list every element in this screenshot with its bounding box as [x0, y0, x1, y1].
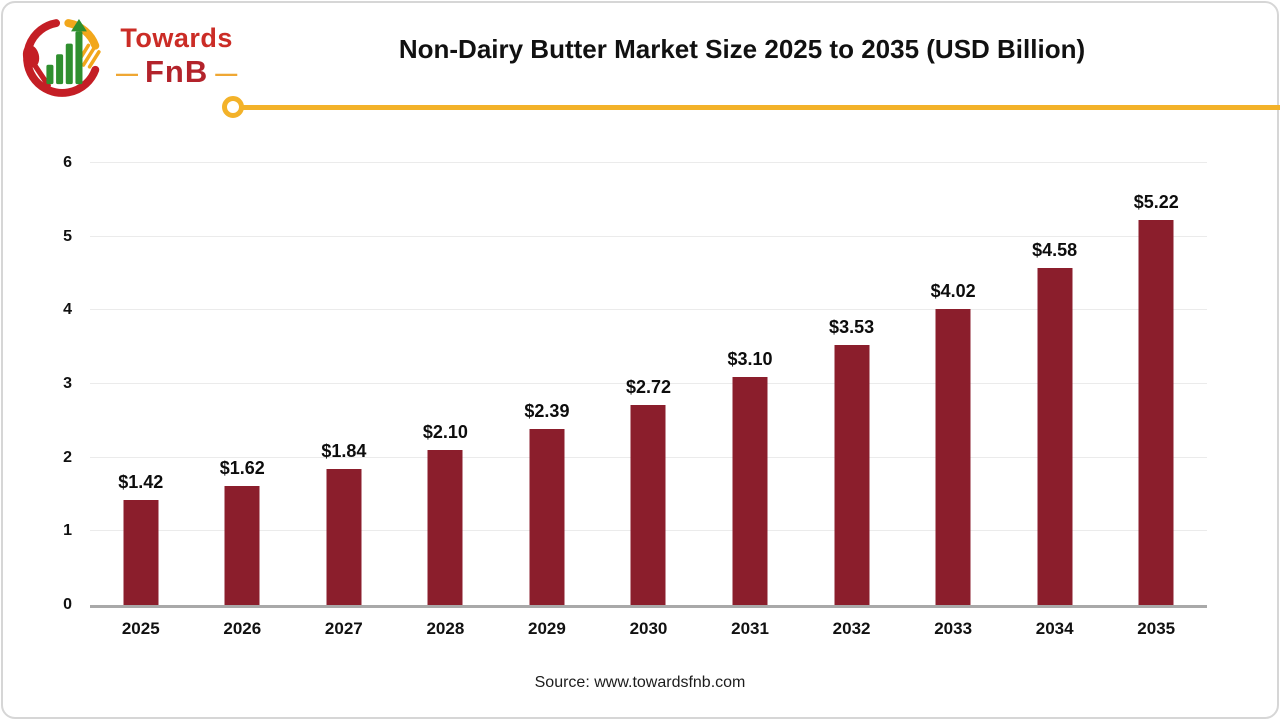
brand-dash-left: — — [116, 60, 138, 86]
bar-column: $3.53 2032 — [801, 163, 903, 638]
x-tick-label: 2026 — [223, 619, 262, 638]
y-axis: 0 1 2 3 4 5 6 — [40, 154, 78, 613]
towards-fnb-logo-icon — [22, 19, 101, 97]
bar-value-label: $2.39 — [524, 400, 570, 421]
bar-value-label: $2.72 — [625, 376, 672, 397]
accent-divider-line — [243, 105, 1280, 110]
y-tick-label: 4 — [63, 301, 72, 319]
bar-column: $2.72 2030 — [598, 163, 700, 638]
bar-value-label: $3.53 — [829, 316, 875, 337]
x-tick-label: 2025 — [121, 619, 160, 638]
bar-value-label: $3.10 — [727, 348, 773, 369]
brand-name-top: Towards — [120, 23, 233, 53]
y-tick-label: 0 — [63, 596, 72, 613]
bar — [224, 485, 260, 605]
x-tick-label: 2028 — [426, 619, 465, 638]
x-tick-label: 2031 — [731, 619, 769, 638]
gridline — [90, 383, 1207, 384]
bar-column: $2.10 2028 — [395, 163, 497, 638]
plot-area: $1.42 2025 $1.62 2026 $1.84 2027 $2.10 2028 $2.3… — [90, 162, 1207, 638]
bar-value-label: $4.58 — [1032, 239, 1078, 260]
bar-column: $5.22 2035 — [1105, 163, 1207, 638]
bar — [834, 344, 870, 605]
y-tick-label: 1 — [63, 522, 72, 540]
x-tick-label: 2027 — [324, 619, 363, 638]
bar-value-label: $1.42 — [118, 472, 164, 493]
y-tick-label: 3 — [63, 375, 72, 392]
y-tick-label: 6 — [63, 154, 72, 171]
bar-column: $4.02 2033 — [902, 163, 1004, 638]
bar-column: $4.58 2034 — [1004, 163, 1106, 638]
bar-column: $1.84 2027 — [293, 163, 395, 638]
page-title: Non-Dairy Butter Market Size 2025 to 203… — [398, 34, 1086, 64]
x-tick-label: 2032 — [832, 619, 871, 638]
x-tick-label: 2033 — [934, 619, 973, 638]
bar — [1037, 267, 1073, 605]
towards-fnb-logo: Towards — FnB — — [20, 12, 237, 100]
x-tick-label: 2035 — [1137, 619, 1176, 638]
gridline — [90, 235, 1207, 237]
y-tick-label: 2 — [63, 448, 72, 466]
brand-name-bottom: FnB — [145, 54, 209, 89]
source-caption: Source: www.towardsfnb.com — [534, 674, 746, 691]
bar-column: $1.42 2025 — [90, 163, 192, 638]
bar-value-label: $5.22 — [1133, 192, 1179, 213]
spoon-icon — [22, 45, 51, 89]
logo-red-arc — [23, 19, 100, 97]
accent-divider-ring — [222, 96, 244, 118]
bar — [1138, 220, 1174, 605]
bar-column: $1.62 2026 — [192, 163, 294, 638]
bar-value-label: $1.62 — [219, 457, 265, 478]
brand-dash-right: — — [215, 60, 238, 86]
bar-value-label: $1.84 — [321, 441, 367, 462]
bar — [326, 469, 362, 605]
bar-value-label: $2.10 — [422, 422, 468, 443]
x-tick-label: 2034 — [1035, 619, 1074, 638]
bar — [529, 428, 565, 605]
bar — [427, 450, 463, 605]
bar — [123, 500, 159, 605]
bar — [732, 376, 768, 605]
y-tick-label: 5 — [63, 227, 72, 245]
bar-column: $2.39 2029 — [496, 163, 598, 638]
bar — [630, 404, 666, 605]
logo-text: Towards — FnB — — [116, 23, 238, 89]
growth-bars-icon — [46, 19, 87, 85]
x-tick-label: 2029 — [528, 619, 566, 638]
bar-value-label: $4.02 — [930, 280, 976, 301]
gridline — [90, 162, 1207, 163]
x-tick-label: 2030 — [629, 619, 668, 638]
bar — [935, 308, 971, 605]
bar-column: $3.10 2031 — [699, 163, 801, 638]
gridline — [90, 309, 1207, 311]
